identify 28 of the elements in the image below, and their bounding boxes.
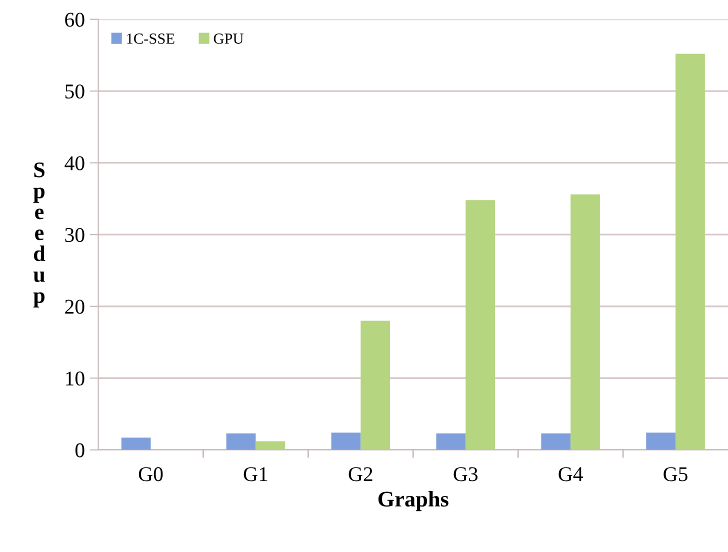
x-tick-label: G3 xyxy=(454,467,478,482)
y-tick-label: 60 xyxy=(65,12,84,27)
legend-label: 1C-SSE xyxy=(127,34,174,44)
x-axis-title: Graphs xyxy=(378,490,448,512)
y-tick-label: 40 xyxy=(64,156,84,170)
y-axis-title: Speedup xyxy=(33,162,46,308)
bar xyxy=(436,433,466,450)
bar xyxy=(256,441,286,450)
x-tick-label: G0 xyxy=(138,467,163,482)
x-tick-label: G5 xyxy=(664,467,688,482)
y-tick-label: 20 xyxy=(65,300,84,314)
bar xyxy=(331,432,361,450)
bar xyxy=(570,194,600,450)
bar xyxy=(466,200,496,450)
bar xyxy=(226,433,256,450)
bar xyxy=(121,438,151,450)
y-tick-label: 10 xyxy=(66,371,84,386)
y-tick-label: 0 xyxy=(75,443,84,458)
x-tick-label: G1 xyxy=(244,467,268,482)
x-tick-label: G4 xyxy=(558,467,583,482)
legend-label: GPU xyxy=(214,34,244,44)
bar xyxy=(541,433,571,450)
bar xyxy=(646,432,676,450)
y-tick-label: 50 xyxy=(65,84,84,99)
bar xyxy=(676,54,705,450)
bar xyxy=(360,320,390,450)
x-tick-label: G2 xyxy=(348,467,372,482)
y-tick-label: 30 xyxy=(65,228,84,242)
